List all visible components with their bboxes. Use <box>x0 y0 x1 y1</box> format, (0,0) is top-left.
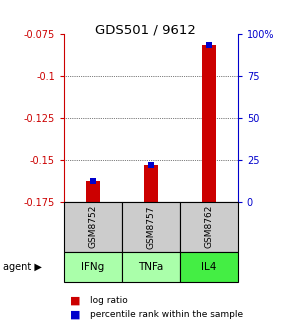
Bar <box>180 202 238 252</box>
Text: IFNg: IFNg <box>81 262 104 272</box>
Text: agent ▶: agent ▶ <box>3 262 42 272</box>
Bar <box>64 202 122 252</box>
Text: IL4: IL4 <box>201 262 217 272</box>
Text: GSM8757: GSM8757 <box>146 205 155 249</box>
Bar <box>122 202 180 252</box>
Bar <box>144 165 158 202</box>
Text: GDS501 / 9612: GDS501 / 9612 <box>95 24 195 37</box>
Bar <box>180 252 238 282</box>
Text: GSM8752: GSM8752 <box>88 205 97 249</box>
Bar <box>86 181 100 202</box>
Text: ■: ■ <box>70 296 80 306</box>
Text: TNFa: TNFa <box>138 262 164 272</box>
Text: ■: ■ <box>70 309 80 319</box>
Bar <box>64 252 122 282</box>
Bar <box>122 252 180 282</box>
Text: GSM8762: GSM8762 <box>204 205 213 249</box>
Text: percentile rank within the sample: percentile rank within the sample <box>90 310 243 319</box>
Text: log ratio: log ratio <box>90 296 128 305</box>
Bar <box>202 45 216 202</box>
